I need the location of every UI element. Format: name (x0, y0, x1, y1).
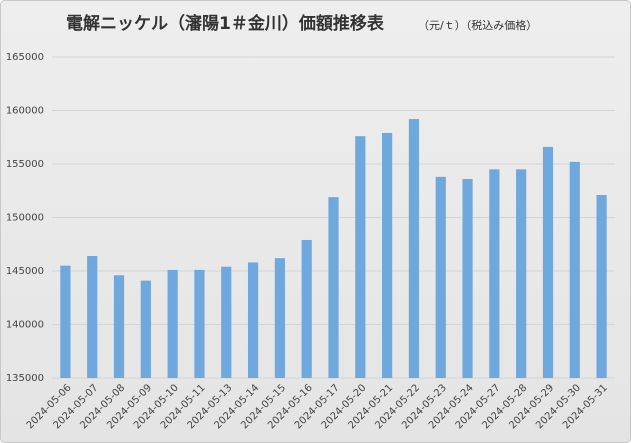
bar (274, 258, 285, 378)
chart-title: 電解ニッケル（瀋陽1＃金川）価額推移表 (66, 13, 385, 34)
bar (194, 269, 205, 378)
bar (167, 269, 178, 378)
bar (328, 197, 339, 378)
bar (542, 146, 554, 378)
bar (140, 280, 151, 378)
y-tick-label: 155000 (6, 159, 44, 170)
chart-subtitle: （元/ｔ）（税込み価格） (418, 18, 537, 32)
bar (569, 161, 580, 378)
bar (435, 176, 446, 378)
bar (221, 266, 232, 378)
y-tick-label: 160000 (6, 106, 44, 117)
bar (113, 275, 125, 378)
bar (60, 265, 71, 378)
bar (87, 256, 98, 378)
bar (382, 132, 393, 378)
y-tick-label: 135000 (6, 373, 44, 384)
bar (301, 239, 312, 378)
bar (355, 136, 366, 378)
bar (408, 119, 420, 378)
y-tick-label: 150000 (6, 213, 44, 224)
bar (462, 178, 473, 378)
bar (489, 169, 500, 378)
bar (516, 169, 527, 378)
y-tick-label: 140000 (6, 320, 44, 331)
bar (596, 195, 607, 378)
bar (247, 262, 259, 378)
y-tick-label: 165000 (6, 52, 44, 63)
y-tick-label: 145000 (6, 266, 44, 277)
